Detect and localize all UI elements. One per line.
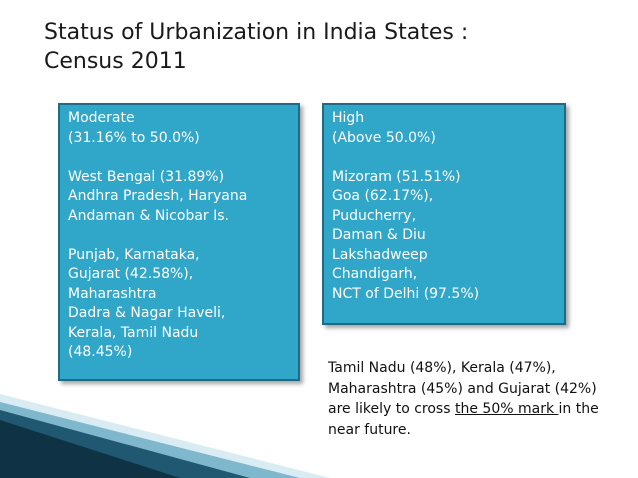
high-urbanization-box: High (Above 50.0%) Mizoram (51.51%) Goa … — [322, 103, 566, 325]
moderate-line-7: Maharashtra — [68, 285, 157, 302]
spacer — [332, 148, 560, 168]
spacer — [68, 148, 294, 168]
slide-title: Status of Urbanization in India States :… — [44, 18, 624, 76]
forecast-note: Tamil Nadu (48%), Kerala (47%), Maharash… — [328, 358, 608, 440]
high-range: (Above 50.0%) — [332, 129, 436, 146]
high-line-2: Goa (62.17%), — [332, 188, 434, 204]
high-box-text: High (Above 50.0%) Mizoram (51.51%) Goa … — [332, 109, 560, 304]
high-line-3: Puducherry, — [332, 207, 417, 224]
moderate-line-3: Andaman & Nicobar Is. — [68, 207, 229, 224]
high-line-1: Mizoram (51.51%) — [332, 168, 461, 185]
moderate-line-5: Punjab, Karnataka, — [68, 246, 200, 263]
spacer — [68, 226, 294, 246]
moderate-range: (31.16% to 50.0%) — [68, 129, 200, 146]
moderate-box-text: Moderate (31.16% to 50.0%) West Bengal (… — [68, 109, 294, 363]
moderate-line-6: Gujarat (42.58%), — [68, 266, 194, 282]
moderate-heading: Moderate — [68, 110, 135, 126]
moderate-line-10: (48.45%) — [68, 344, 133, 360]
title-line-2: Census 2011 — [44, 49, 187, 74]
moderate-line-2: Andhra Pradesh, Haryana — [68, 188, 248, 204]
moderate-urbanization-box: Moderate (31.16% to 50.0%) West Bengal (… — [58, 103, 300, 381]
title-line-1: Status of Urbanization in India States : — [44, 20, 469, 45]
high-line-4: Daman & Diu — [332, 227, 426, 243]
high-line-6: Chandigarh, — [332, 266, 418, 282]
note-underlined-text: the 50% mark — [454, 401, 559, 417]
moderate-line-8: Dadra & Nagar Haveli, — [68, 305, 226, 321]
high-line-5: Lakshadweep — [332, 246, 428, 263]
high-heading: High — [332, 110, 365, 126]
note-text-before: Tamil Nadu (48%), Kerala (47%), Maharash… — [328, 360, 597, 417]
moderate-line-9: Kerala, Tamil Nadu — [68, 324, 199, 341]
note-text-after: in the near future. — [328, 401, 599, 438]
decorative-corner-swoosh — [0, 394, 330, 478]
moderate-line-1: West Bengal (31.89%) — [68, 168, 225, 185]
high-line-7: NCT of Delhi (97.5%) — [332, 285, 480, 302]
